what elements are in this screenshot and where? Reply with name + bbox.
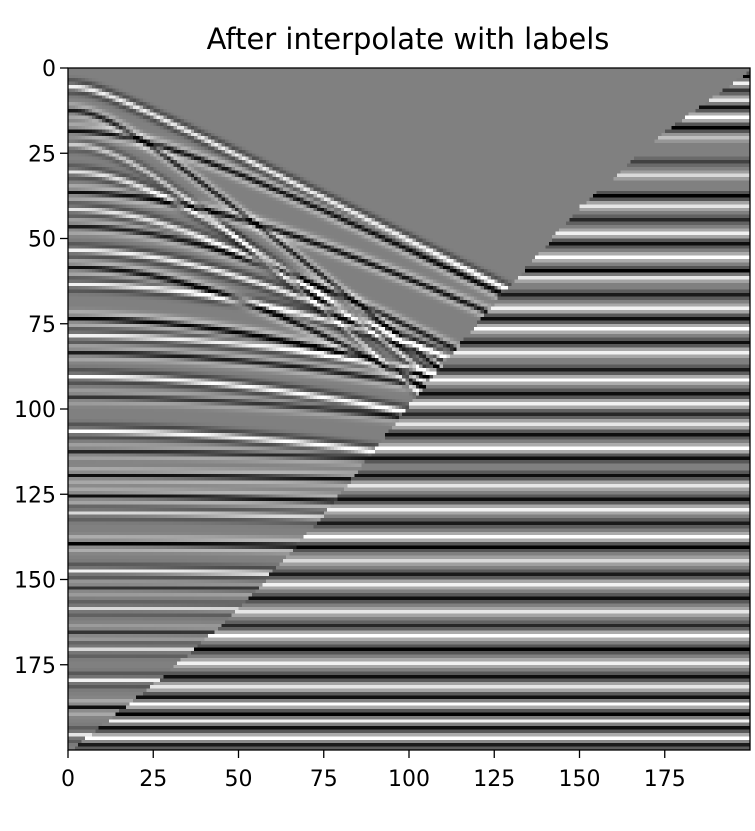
heatmap-raster	[68, 68, 750, 750]
y-tick-label: 0	[42, 57, 56, 82]
x-tick-label: 0	[61, 767, 75, 792]
x-tick-label: 100	[388, 767, 430, 792]
heatmap-image	[68, 68, 750, 750]
y-tick-label: 100	[14, 398, 56, 423]
chart-title: After interpolate with labels	[207, 22, 610, 56]
x-tick-label: 25	[139, 767, 167, 792]
y-tick-label: 50	[28, 228, 56, 253]
y-tick-label: 125	[14, 483, 56, 508]
y-tick-label: 75	[28, 313, 56, 338]
x-tick-label: 75	[310, 767, 338, 792]
y-tick-label: 25	[28, 142, 56, 167]
x-tick-label: 175	[644, 767, 686, 792]
x-axis: 0 25 50 75 100 125 150 175	[61, 750, 686, 792]
x-tick-label: 50	[225, 767, 253, 792]
x-tick-label: 125	[473, 767, 515, 792]
y-tick-label: 175	[14, 654, 56, 679]
y-axis: 0 25 50 75 100 125 150 175	[14, 57, 68, 679]
x-tick-label: 150	[559, 767, 601, 792]
y-tick-label: 150	[14, 569, 56, 594]
